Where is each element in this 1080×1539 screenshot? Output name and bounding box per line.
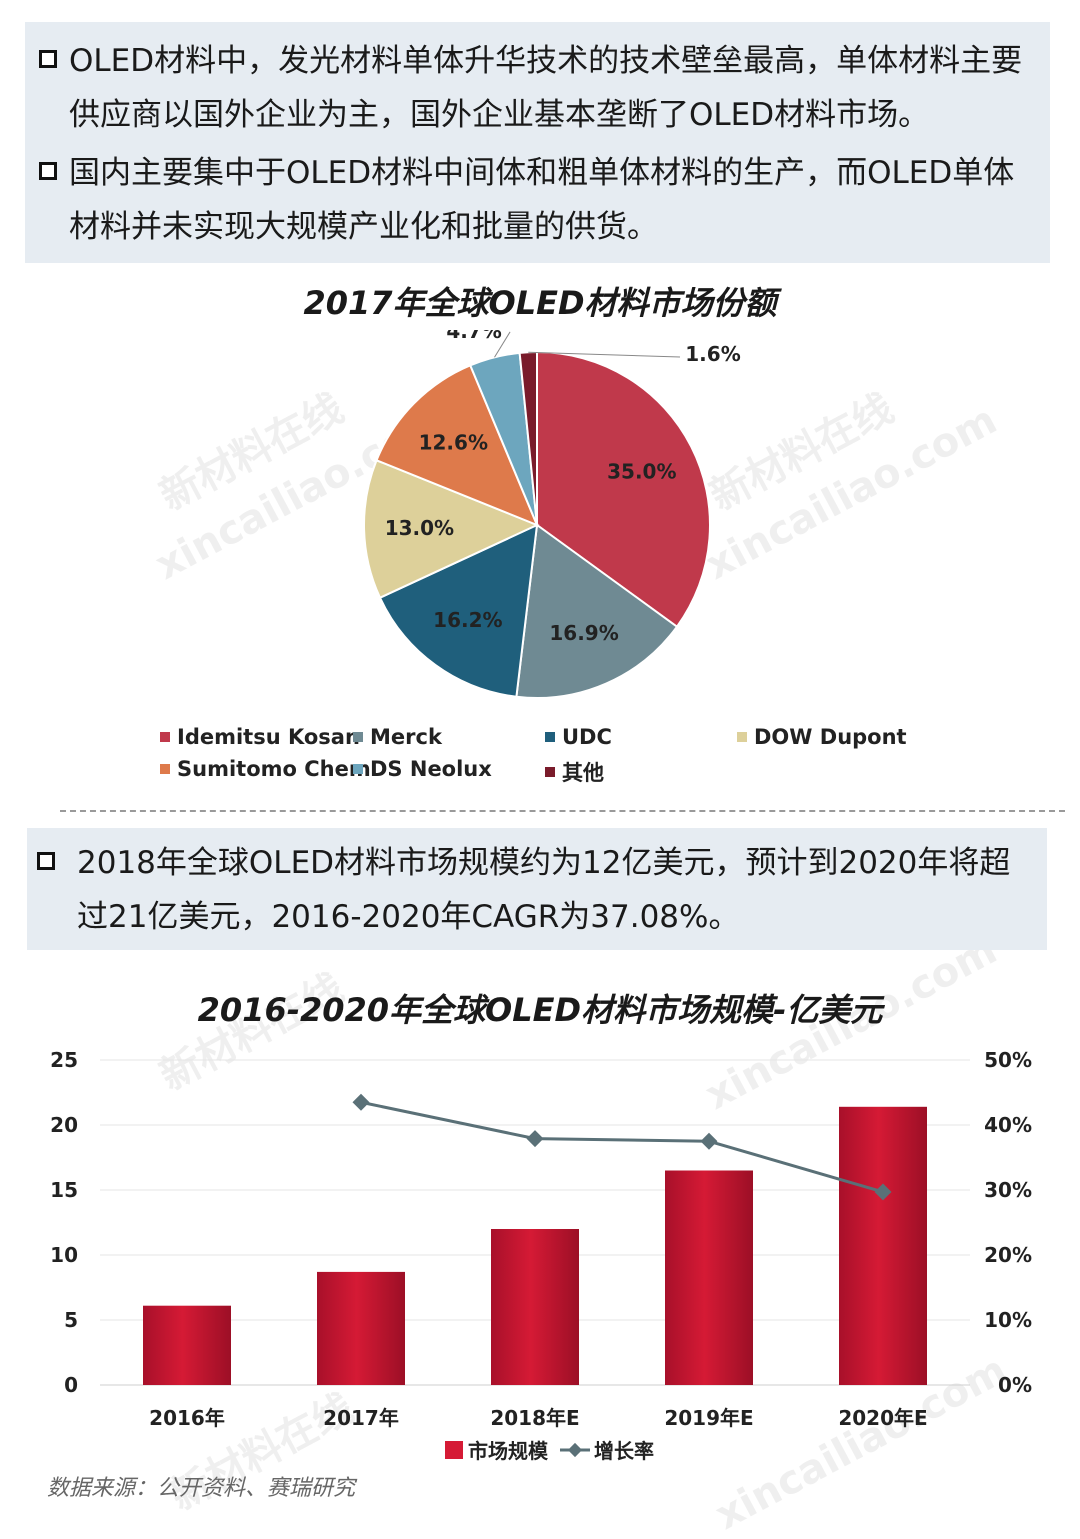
legend-swatch (545, 732, 555, 742)
legend-swatch (545, 767, 555, 777)
legend-item: 其他 (545, 757, 604, 787)
pie-chart: 35.0% 16.9% 16.2% 13.0% 12.6% 4.7% 1.6% (363, 330, 741, 699)
legend-item: Idemitsu Kosan (160, 725, 360, 749)
y2-tick-label: 40% (984, 1113, 1032, 1137)
top-info-box: OLED材料中，发光材料单体升华技术的技术壁垒最高，单体材料主要供应商以国外企业… (25, 22, 1050, 263)
pie-slice (375, 364, 539, 527)
y-tick-label: 20 (50, 1113, 78, 1137)
legend-label: UDC (562, 725, 612, 749)
bullet-item: 国内主要集中于OLED材料中间体和粗单体材料的生产，而OLED单体材料并未实现大… (39, 146, 1039, 254)
pie-slice (363, 459, 540, 600)
y2-tick-label: 30% (984, 1178, 1032, 1202)
legend-swatch (353, 732, 363, 742)
y-tick-label: 15 (50, 1178, 78, 1202)
bar (491, 1229, 579, 1385)
legend-item: DOW Dupont (737, 725, 907, 749)
bullet-text: OLED材料中，发光材料单体升华技术的技术壁垒最高，单体材料主要供应商以国外企业… (69, 43, 1023, 133)
x-tick-label: 2017年 (323, 1406, 399, 1430)
growth-point (700, 1132, 718, 1150)
bullet-square-icon (39, 50, 57, 68)
growth-point (526, 1130, 544, 1148)
legend-swatch (445, 1441, 463, 1459)
pie-data-label: 16.2% (433, 608, 502, 632)
pie-data-label: 16.9% (549, 621, 618, 645)
x-tick-label: 2018年E (490, 1406, 579, 1430)
pie-slice (378, 523, 539, 698)
legend-label: 增长率 (594, 1439, 654, 1463)
bullet-item: OLED材料中，发光材料单体升华技术的技术壁垒最高，单体材料主要供应商以国外企业… (39, 34, 1039, 142)
legend-swatch (160, 764, 170, 774)
pie-chart-title: 2017年全球OLED材料市场份额 (303, 284, 777, 322)
bar-chart-title: 2016-2020年全球OLED材料市场规模-亿美元 (197, 991, 883, 1029)
bullet-text: 2018年全球OLED材料市场规模约为12亿美元，预计到2020年将超过21亿美… (77, 845, 1011, 935)
legend-label: 其他 (562, 761, 604, 785)
pie-slice (515, 523, 679, 699)
legend-item: Merck (353, 725, 442, 749)
legend-swatch (160, 732, 170, 742)
legend-swatch (353, 764, 363, 774)
pie-slice (536, 350, 711, 629)
section-divider (60, 810, 1065, 812)
bullet-square-icon (37, 852, 55, 870)
bar (839, 1106, 927, 1385)
x-tick-label: 2020年E (838, 1406, 927, 1430)
legend-label: DS Neolux (370, 757, 492, 781)
growth-line (360, 1100, 884, 1194)
growth-point (352, 1093, 370, 1111)
source-note: 数据来源：公开资料、赛瑞研究 (47, 1476, 356, 1501)
bullet-text: 国内主要集中于OLED材料中间体和粗单体材料的生产，而OLED单体材料并未实现大… (69, 155, 1015, 245)
middle-info-box: 2018年全球OLED材料市场规模约为12亿美元，预计到2020年将超过21亿美… (27, 828, 1047, 950)
bullet-square-icon (39, 162, 57, 180)
legend-label: 市场规模 (468, 1439, 549, 1463)
pie-data-label: 12.6% (419, 430, 488, 454)
y-tick-label: 10 (50, 1243, 78, 1267)
y-tick-label: 5 (64, 1308, 78, 1332)
y-tick-label: 25 (50, 1048, 78, 1072)
legend-label: Idemitsu Kosan (177, 725, 360, 749)
pie-data-label: 4.7% (446, 330, 501, 343)
bar (317, 1271, 405, 1385)
legend-item: Sumitomo Chem (160, 757, 371, 781)
leader-line (494, 331, 511, 358)
legend-label: DOW Dupont (754, 725, 907, 749)
legend-label: Merck (370, 725, 442, 749)
legend-label: Sumitomo Chem (177, 757, 371, 781)
x-tick-label: 2019年E (664, 1406, 753, 1430)
y2-tick-label: 50% (984, 1048, 1032, 1072)
y2-tick-label: 0% (998, 1373, 1032, 1397)
y-tick-label: 0 (64, 1373, 78, 1397)
y2-tick-label: 20% (984, 1243, 1032, 1267)
bar (665, 1170, 753, 1385)
legend-marker (567, 1442, 583, 1458)
bar (143, 1305, 231, 1385)
legend-swatch (737, 732, 747, 742)
pie-data-label: 35.0% (607, 460, 676, 484)
pie-data-label: 1.6% (685, 342, 740, 366)
x-tick-label: 2016年 (149, 1406, 225, 1430)
legend-item: DS Neolux (353, 757, 492, 781)
pie-data-label: 13.0% (385, 516, 454, 540)
leader-line (528, 351, 681, 358)
y2-tick-label: 10% (984, 1308, 1032, 1332)
growth-point (874, 1183, 892, 1201)
bar-line-chart: 0 5 10 15 20 25 0% 10% 20% 30% 40% 50% 2016年 2017年 201… (50, 1048, 1032, 1463)
legend-item: UDC (545, 725, 612, 749)
bullet-item: 2018年全球OLED材料市场规模约为12亿美元，预计到2020年将超过21亿美… (37, 836, 1037, 944)
